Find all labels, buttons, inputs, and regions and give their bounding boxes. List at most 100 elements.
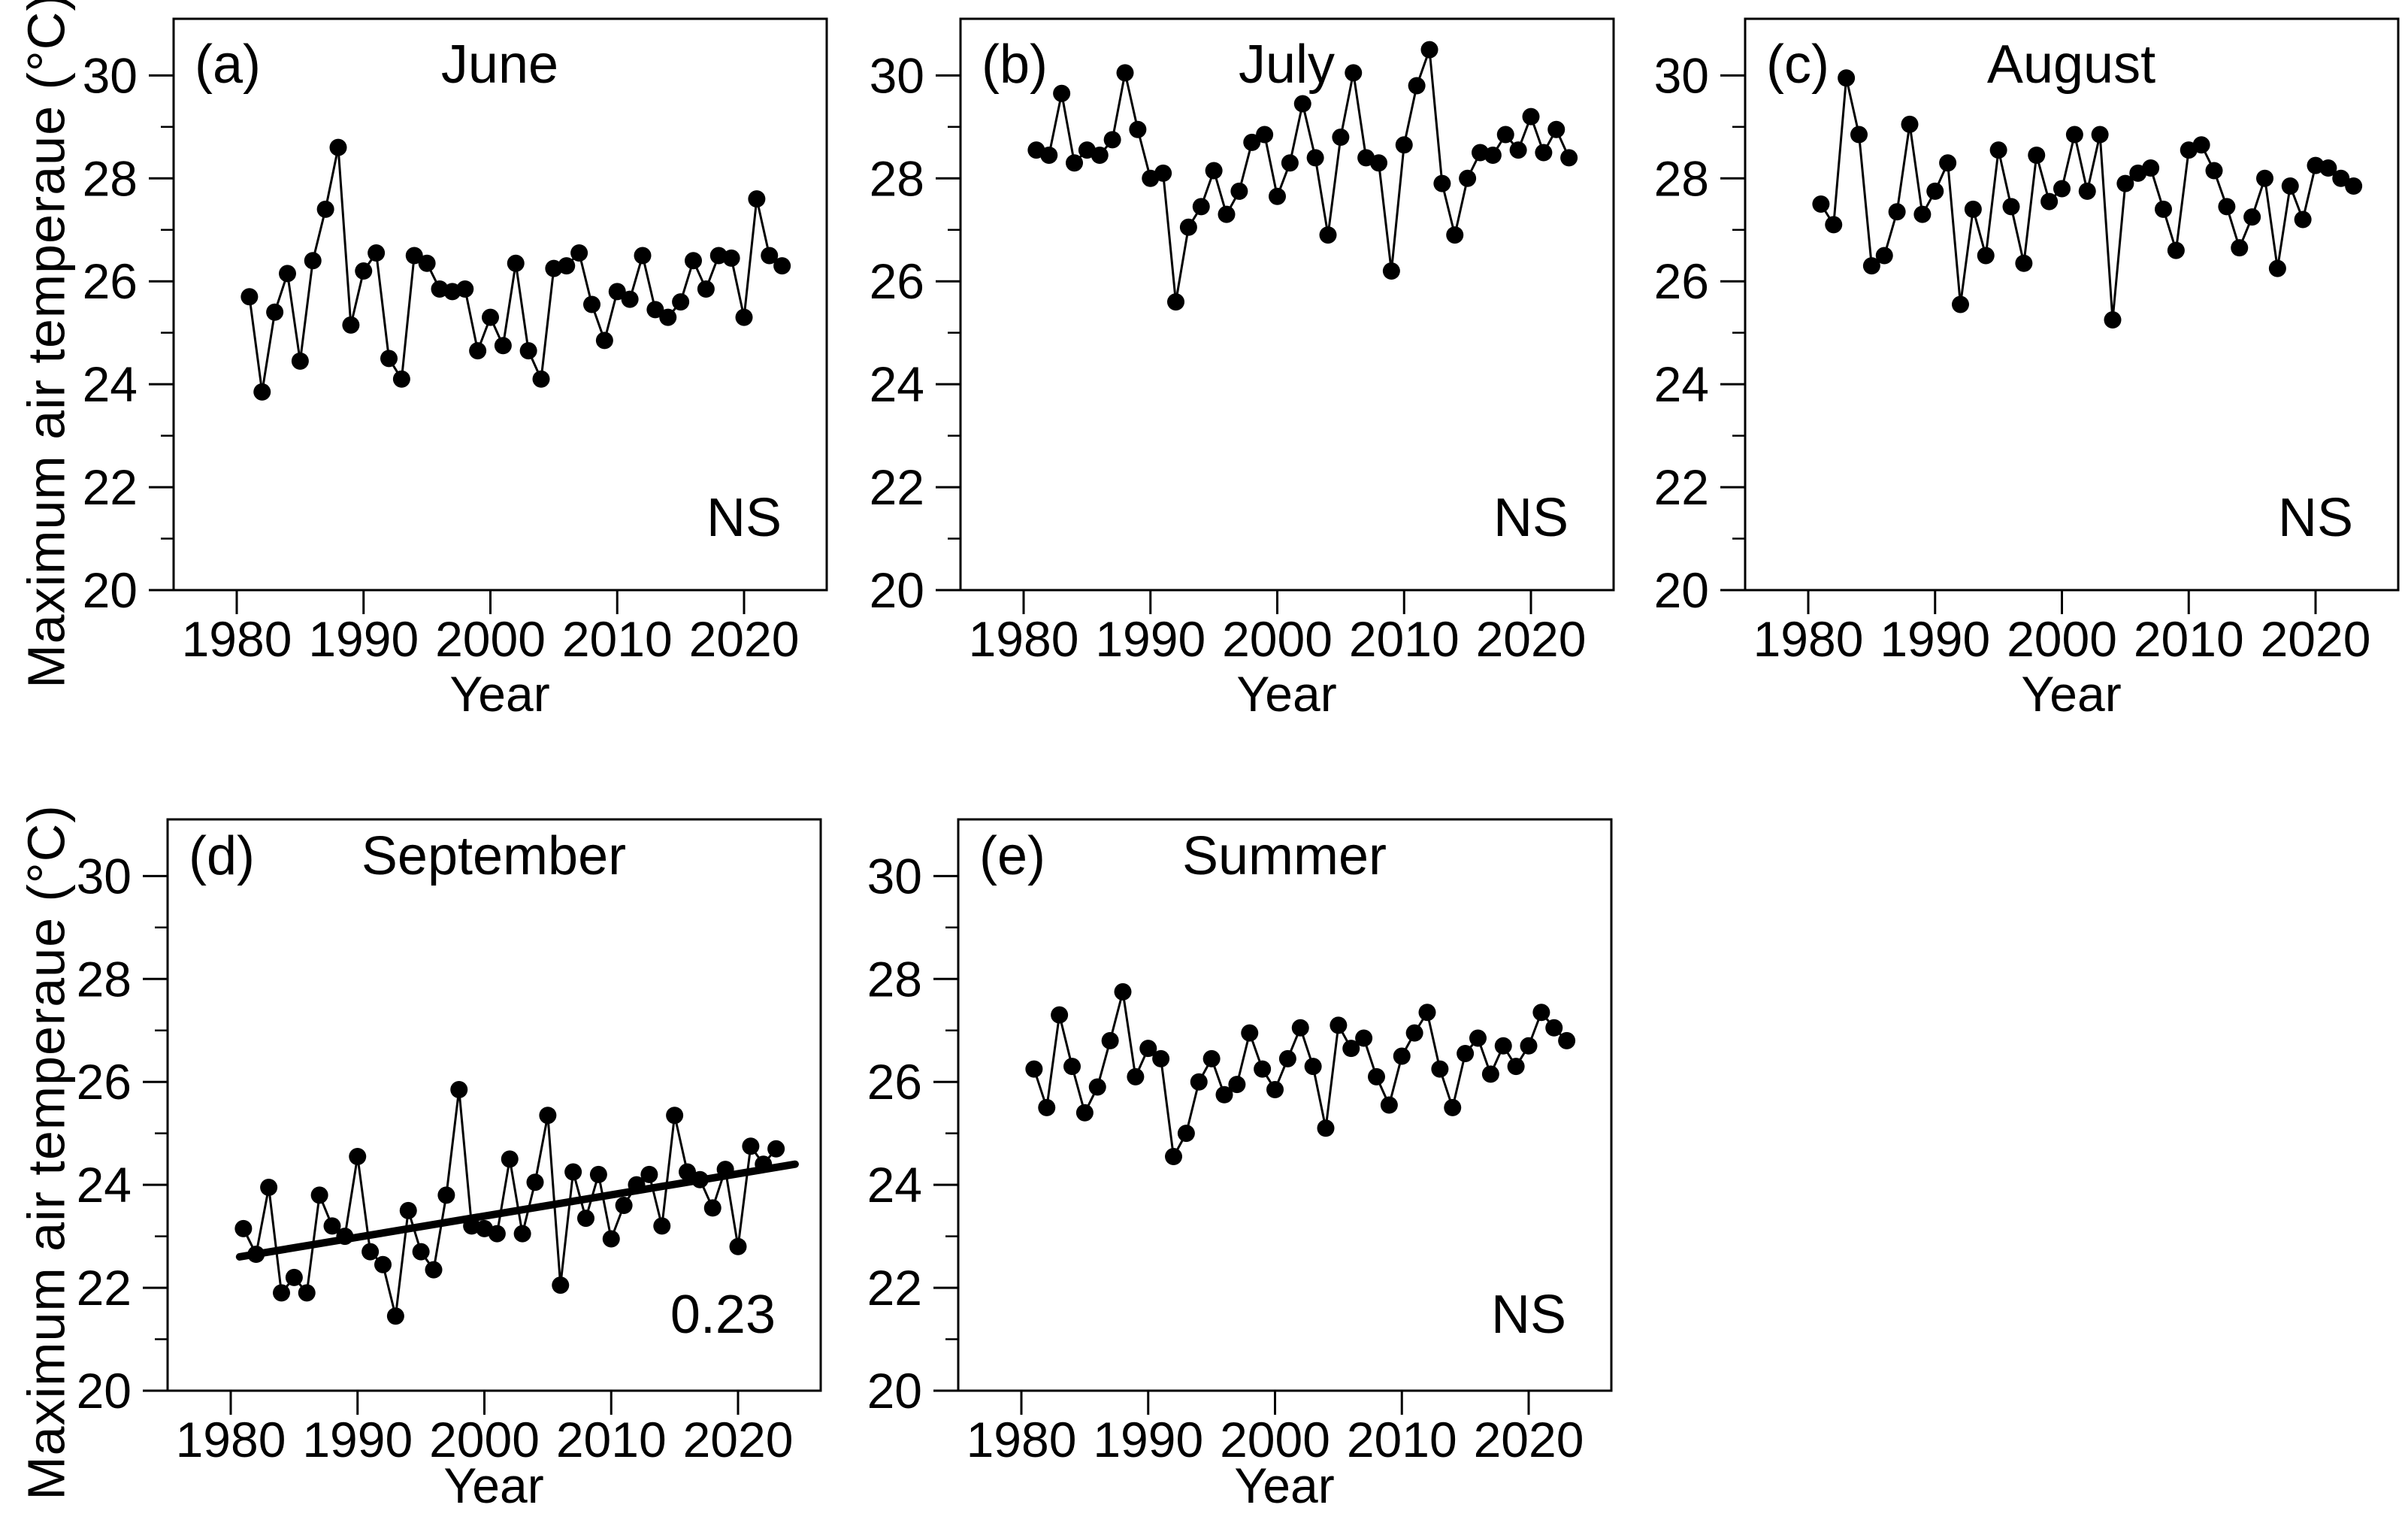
x-tick-label: 1980 <box>182 611 292 667</box>
data-point <box>1494 1037 1512 1055</box>
x-tick-label: 2020 <box>689 611 800 667</box>
data-point <box>399 1201 417 1219</box>
data-point <box>608 283 626 301</box>
data-point <box>2078 182 2096 200</box>
panel-c-annotation: NS <box>2277 488 2353 548</box>
data-point <box>1431 1060 1449 1078</box>
data-point <box>2155 200 2172 218</box>
data-point <box>1522 107 1540 126</box>
data-point <box>450 1080 468 1098</box>
y-tick-label: 26 <box>867 1054 922 1110</box>
data-point <box>1038 1098 1056 1116</box>
data-point <box>685 252 702 270</box>
data-point <box>729 1237 747 1255</box>
data-point <box>1317 1119 1335 1137</box>
data-point <box>634 247 652 265</box>
data-point <box>2104 311 2122 329</box>
data-point <box>564 1163 582 1181</box>
x-tick-label: 2010 <box>562 611 673 667</box>
data-point <box>1103 131 1121 149</box>
data-point <box>1040 146 1058 164</box>
data-point <box>253 383 271 401</box>
data-point <box>602 1230 620 1248</box>
data-point <box>1446 226 1464 244</box>
data-point <box>380 350 398 368</box>
data-point <box>703 1199 721 1217</box>
data-point <box>1051 1006 1069 1024</box>
plot-box <box>959 17 1615 592</box>
data-point <box>1558 1031 1576 1049</box>
data-point <box>1256 126 1274 144</box>
data-point <box>1395 136 1413 154</box>
y-tick-label: 24 <box>83 356 138 412</box>
data-point <box>1291 1019 1309 1037</box>
data-point <box>1382 262 1400 280</box>
data-point <box>2002 198 2020 216</box>
data-point <box>679 1163 696 1181</box>
data-point <box>2268 259 2286 277</box>
panel-e-xlabel: Year <box>1234 1458 1335 1513</box>
panel-d-xlabel: Year <box>443 1458 544 1513</box>
y-tick-label: 24 <box>870 356 924 412</box>
data-point <box>1241 1024 1259 1042</box>
data-point <box>526 1173 544 1191</box>
data-point <box>1167 293 1184 311</box>
y-tick-label: 24 <box>1654 356 1709 412</box>
data-point <box>1825 216 1843 234</box>
data-point <box>646 301 664 319</box>
data-point <box>1520 1037 1538 1055</box>
x-tick-label: 1980 <box>1753 611 1864 667</box>
data-point <box>1025 1060 1043 1078</box>
data-point <box>1507 1058 1525 1076</box>
panel-september-plot: 20 22 24 26 28 30 1980 1990 2000 2010 2020 <box>77 818 822 1467</box>
data-point <box>1243 133 1261 151</box>
data-point <box>349 1147 367 1165</box>
data-point <box>1179 218 1197 236</box>
y-axis-title-text: Maximum air temperaue (°C) <box>17 804 76 1500</box>
y-tick-label: 22 <box>83 459 138 515</box>
y-tick-label: 26 <box>870 253 924 309</box>
data-point <box>2231 239 2249 257</box>
data-point <box>285 1268 303 1286</box>
x-tick-label: 2020 <box>1476 611 1587 667</box>
data-point <box>494 337 512 355</box>
plot-box <box>166 818 822 1392</box>
data-point <box>1370 154 1387 172</box>
x-tick-label: 2010 <box>1349 611 1460 667</box>
data-point <box>1418 1004 1436 1022</box>
data-point <box>412 1243 430 1261</box>
data-point <box>1281 154 1299 172</box>
data-point <box>1091 146 1109 164</box>
x-tick-label: 2000 <box>1220 1412 1330 1467</box>
data-point <box>1066 154 1083 172</box>
data-point <box>266 303 284 321</box>
data-point <box>1368 1067 1385 1085</box>
data-point <box>1218 205 1236 223</box>
data-point <box>1139 1040 1157 1058</box>
data-point <box>488 1225 506 1243</box>
data-point <box>1405 1024 1423 1042</box>
data-point <box>2015 254 2033 272</box>
data-point <box>595 332 613 350</box>
data-point <box>482 308 499 326</box>
data-point <box>735 308 753 326</box>
panel-c-title: August <box>1986 35 2156 95</box>
data-point <box>519 342 537 360</box>
y-tick-label: 28 <box>870 150 924 206</box>
x-tick-label: 1990 <box>302 1412 413 1467</box>
data-point <box>2091 126 2109 144</box>
x-tick-label: 1980 <box>176 1412 286 1467</box>
data-point <box>697 280 715 298</box>
data-point <box>1266 1080 1284 1098</box>
data-point <box>342 316 360 334</box>
data-point <box>761 247 779 265</box>
panel-e-letter: (e) <box>979 826 1045 886</box>
data-point <box>405 247 423 265</box>
data-point <box>1484 146 1502 164</box>
x-tick-label: 1980 <box>969 611 1079 667</box>
y-tick-label: 22 <box>870 459 924 515</box>
y-tick-label: 22 <box>1654 459 1709 515</box>
data-point <box>392 370 410 388</box>
